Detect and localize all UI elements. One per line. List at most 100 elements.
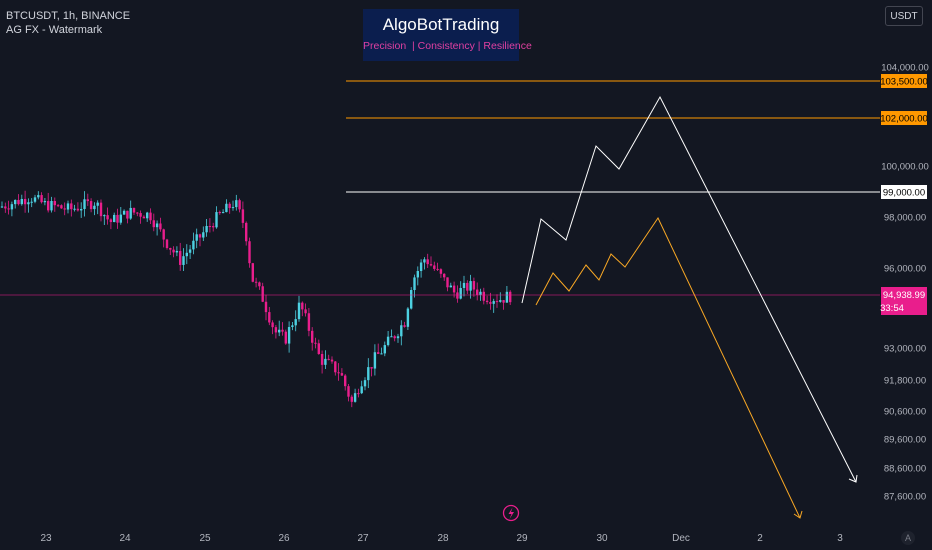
- candle: [311, 330, 314, 343]
- candle: [169, 247, 172, 250]
- time-tick-label: Dec: [672, 533, 690, 544]
- candle: [499, 300, 502, 302]
- auto-scale-button[interactable]: A: [901, 531, 915, 545]
- candle: [215, 212, 218, 228]
- candle: [212, 226, 215, 228]
- candle: [106, 215, 109, 220]
- candle: [136, 212, 139, 214]
- candle: [281, 329, 284, 332]
- candle: [241, 209, 245, 223]
- candle: [370, 367, 373, 369]
- symbol-label[interactable]: BTCUSDT, 1h, BINANCE: [6, 10, 131, 22]
- candle: [446, 277, 449, 288]
- level-badge: [881, 185, 927, 199]
- candle: [142, 216, 146, 219]
- candle: [119, 214, 122, 223]
- countdown-label: 33:54: [880, 303, 904, 314]
- candle: [93, 205, 96, 210]
- candle: [198, 234, 202, 238]
- candle: [83, 199, 86, 210]
- candle: [327, 358, 330, 360]
- candle: [505, 291, 509, 303]
- indicator-label[interactable]: AG FX - Watermark: [6, 24, 103, 36]
- candle: [476, 289, 479, 295]
- time-tick-label: 29: [516, 533, 528, 544]
- orange-projection-path[interactable]: [535, 216, 801, 519]
- price-tick-label: 87,600.00: [884, 492, 926, 503]
- candle: [433, 265, 436, 269]
- candle: [80, 209, 83, 211]
- candle: [251, 263, 254, 282]
- candle: [235, 200, 238, 208]
- candle: [403, 325, 406, 327]
- candle: [228, 203, 231, 209]
- candle: [429, 264, 433, 266]
- candle: [89, 201, 93, 210]
- candle: [248, 241, 251, 264]
- candle: [390, 336, 393, 338]
- candle: [264, 301, 268, 313]
- candle: [132, 207, 136, 213]
- candle: [472, 281, 476, 290]
- level-label: 103,500.00: [880, 77, 928, 88]
- candle: [439, 269, 443, 274]
- candle: [495, 301, 499, 303]
- time-tick-label: 27: [357, 533, 369, 544]
- candle: [23, 198, 27, 205]
- candle: [317, 343, 320, 354]
- candle: [278, 329, 281, 333]
- candle: [238, 200, 241, 210]
- candle: [14, 199, 17, 205]
- candle: [73, 208, 76, 210]
- candle: [99, 202, 103, 217]
- candle: [76, 208, 80, 211]
- candle: [363, 380, 367, 387]
- candle: [86, 199, 89, 202]
- candle: [50, 200, 53, 211]
- time-tick-label: 26: [278, 533, 290, 544]
- price-tick-label: 90,600.00: [884, 407, 926, 418]
- candle: [66, 203, 70, 210]
- candle: [37, 195, 40, 198]
- level-label: 99,000.00: [883, 188, 925, 199]
- candle: [261, 286, 264, 302]
- candle: [188, 249, 192, 253]
- candle: [10, 204, 14, 210]
- white-projection-path[interactable]: [521, 95, 857, 483]
- candle: [27, 202, 30, 205]
- candle: [271, 322, 274, 328]
- candle: [122, 210, 126, 215]
- candle: [103, 215, 106, 217]
- candle: [479, 291, 482, 295]
- candle: [254, 281, 258, 283]
- candle: [423, 259, 426, 263]
- time-tick-label: 2: [757, 533, 763, 544]
- candle: [70, 203, 73, 210]
- candle: [179, 250, 182, 265]
- candle: [406, 308, 410, 327]
- lightning-icon[interactable]: [502, 504, 520, 522]
- candle: [149, 212, 152, 221]
- candle: [175, 250, 179, 253]
- candle: [459, 287, 462, 299]
- candle: [373, 352, 377, 369]
- candle: [63, 208, 66, 210]
- candle: [301, 302, 304, 310]
- candle: [509, 291, 512, 303]
- candle: [330, 359, 334, 362]
- candle: [340, 373, 344, 376]
- candle: [53, 200, 56, 206]
- candle: [221, 212, 225, 214]
- candle: [350, 396, 353, 402]
- currency-button[interactable]: USDT: [885, 6, 923, 26]
- candle: [347, 386, 350, 397]
- candle: [231, 207, 235, 209]
- candle: [400, 325, 403, 337]
- candle: [334, 361, 337, 373]
- price-tick-label: 93,000.00: [884, 344, 926, 355]
- candle: [185, 252, 188, 257]
- candle: [396, 336, 400, 339]
- candle: [449, 285, 452, 288]
- candle: [258, 282, 261, 287]
